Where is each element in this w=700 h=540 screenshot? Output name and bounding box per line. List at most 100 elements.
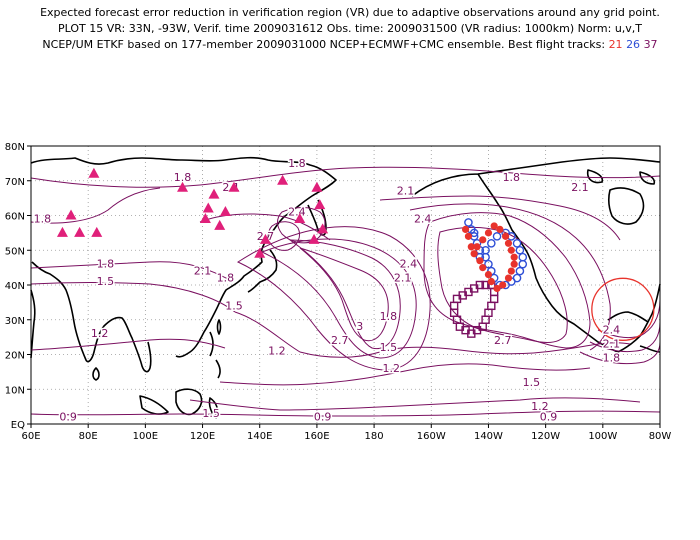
figure-title-line3-text: NCEP/UM ETKF based on 177-member 2009031… <box>42 38 609 51</box>
contour-label: 2.1 <box>603 338 621 351</box>
track-26-marker <box>518 259 528 269</box>
track-21-marker <box>479 236 487 244</box>
observation-site-triangle <box>219 206 231 217</box>
contour-label: 1.2 <box>531 400 549 413</box>
observation-site-triangle <box>202 202 214 213</box>
gulf-coast <box>607 311 649 323</box>
contour-1-5-mid <box>30 282 236 313</box>
contour-label: 1.2 <box>91 327 109 340</box>
contour-label: 1.5 <box>202 407 220 420</box>
track-26-marker <box>481 245 490 255</box>
contour-label: 2.1 <box>394 272 412 285</box>
south-asia-coast <box>31 261 152 373</box>
lon-tick-label: 160E <box>304 431 329 442</box>
track-26-marker <box>515 266 525 276</box>
contour-label: 1.8 <box>288 157 306 170</box>
track-21-marker <box>484 229 493 237</box>
lon-tick-label: 120W <box>531 431 560 442</box>
contour-2-1-northeast <box>379 195 621 241</box>
contour-1-8-center <box>236 226 431 371</box>
observation-site-triangle <box>277 174 289 185</box>
track-21-marker <box>467 243 475 251</box>
contour-label: 2.7 <box>331 334 349 347</box>
observation-site-triangle <box>56 226 68 237</box>
contour-1-8-north <box>30 166 661 188</box>
lat-tick-label: 10N <box>5 385 25 396</box>
track-21-label: 21 <box>608 38 623 51</box>
track-26-marker <box>512 238 522 248</box>
observation-site-triangle <box>314 199 326 210</box>
contour-2-1-vr <box>589 321 661 353</box>
asia-coast <box>30 156 337 358</box>
contour-label: 1.8 <box>503 171 521 184</box>
track-26-marker <box>464 218 473 227</box>
track-21-marker <box>470 250 478 258</box>
observation-site-triangle <box>214 219 226 230</box>
contour-2-4-east <box>423 212 591 349</box>
flight-tracks-layer <box>449 218 528 338</box>
track-37-marker <box>449 301 459 311</box>
observation-site-triangle <box>294 212 306 223</box>
observation-site-triangle <box>308 233 320 244</box>
track-26-marker <box>484 259 493 269</box>
lat-tick-label: 60N <box>5 212 25 223</box>
contour-label: 2.1 <box>194 265 212 278</box>
track-21-marker <box>461 225 470 233</box>
observation-site-triangle <box>65 209 77 220</box>
lon-tick-label: 180 <box>365 431 384 442</box>
verification-region-circle <box>591 277 655 341</box>
observation-site-triangle <box>259 233 271 244</box>
track-21-marker <box>493 284 501 293</box>
track-37-marker <box>481 280 490 290</box>
contour-label: 2.4 <box>288 206 306 219</box>
track-37-label: 37 <box>643 38 658 51</box>
lon-tick-label: 140E <box>247 431 272 442</box>
lon-tick-label: 80E <box>79 431 98 442</box>
lon-tick-label: 120E <box>190 431 215 442</box>
observation-site-triangle <box>208 188 220 199</box>
graticule <box>30 145 661 425</box>
contour-label: 1.5 <box>523 376 541 389</box>
verification-region-layer <box>591 277 655 341</box>
track-37-marker <box>487 301 496 311</box>
contour-1-8-vr <box>579 341 661 365</box>
lon-tick-label: 100E <box>133 431 158 442</box>
track-21-marker <box>464 232 473 240</box>
figure-title-line1: Expected forecast error reduction in ver… <box>40 6 660 19</box>
coastlines <box>30 156 661 419</box>
contour-label: 0.9 <box>314 411 332 424</box>
contour-label: 3 <box>356 320 363 333</box>
sri-lanka-coast <box>92 367 100 381</box>
contour-label: 1.8 <box>380 310 398 323</box>
track-21-marker <box>504 274 513 282</box>
map-frame <box>30 145 661 425</box>
observation-site-triangle <box>177 181 189 192</box>
contour-1-2-south <box>30 338 226 351</box>
track-26-marker <box>512 273 522 283</box>
lon-tick-label: 100W <box>588 431 617 442</box>
track-26-label: 26 <box>626 38 641 51</box>
contour-label: 1.5 <box>380 341 398 354</box>
lon-tick-label: 60E <box>21 431 40 442</box>
track-21-marker <box>490 222 498 230</box>
hudson-bay-coast <box>607 187 645 225</box>
observation-site-triangle <box>74 226 86 237</box>
track-21-marker <box>473 243 481 251</box>
lon-tick-label: 80W <box>649 431 672 442</box>
track-21-marker <box>504 239 513 247</box>
contour-2-1-center <box>260 238 417 359</box>
track-21-marker <box>476 257 484 265</box>
observation-site-triangle <box>91 226 103 237</box>
track-26-marker <box>487 238 496 248</box>
contour-2-7-east <box>437 227 568 343</box>
error-reduction-contours <box>30 166 661 417</box>
contour-label: 2.4 <box>603 324 621 337</box>
contour-label: 1.8 <box>34 212 52 225</box>
contour-2-7-north <box>267 221 301 251</box>
track-21-marker <box>487 277 495 286</box>
indonesia-coast <box>139 388 219 419</box>
track-26-marker <box>515 245 525 255</box>
track-26-marker <box>492 232 502 241</box>
